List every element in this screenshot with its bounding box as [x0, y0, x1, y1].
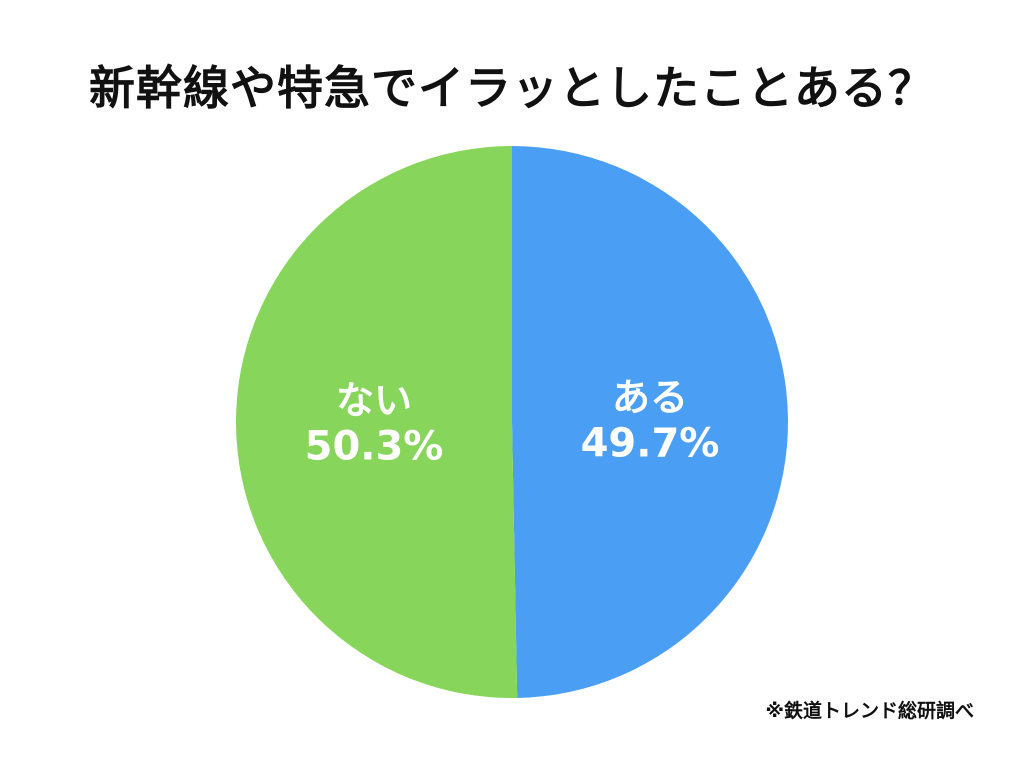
- pie-slices: [236, 146, 789, 698]
- pie-slice-1: [512, 146, 789, 698]
- source-note: ※鉄道トレンド総研調べ: [765, 700, 974, 722]
- chart-title: 新幹線や特急でイラッとしたことある？: [89, 61, 935, 115]
- slice-value-label-1: 49.7%: [581, 421, 720, 467]
- slice-label-2: ない: [336, 378, 412, 422]
- slice-label-1: ある: [612, 376, 688, 420]
- pie-slice-2: [236, 146, 518, 698]
- slice-value-label-2: 50.3%: [305, 423, 444, 469]
